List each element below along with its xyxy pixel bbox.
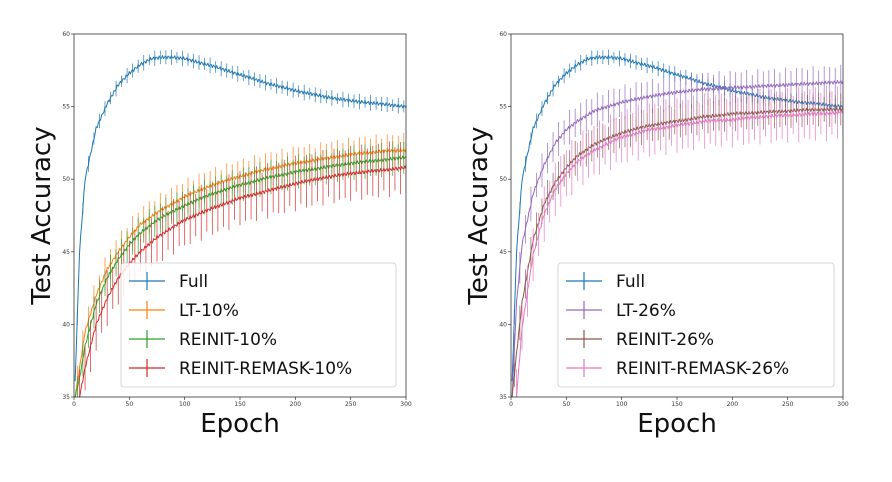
y-tick-label: 40 (62, 321, 70, 328)
series-reinit-remask-26- (516, 85, 843, 397)
y-tick-label: 35 (499, 394, 507, 401)
legend-label: Full (616, 272, 645, 292)
legend-label: REINIT-REMASK-10% (179, 359, 352, 379)
legend-label: REINIT-26% (616, 330, 714, 350)
y-tick-label: 55 (499, 104, 507, 111)
legend-box (557, 262, 835, 388)
y-tick-label: 60 (62, 31, 70, 38)
y-tick-label: 35 (62, 394, 70, 401)
series-line (79, 165, 406, 397)
x-axis-label: Epoch (200, 409, 280, 439)
series-reinit-26- (511, 92, 843, 397)
series-line (511, 79, 843, 397)
series-reinit-remask-10- (79, 141, 406, 397)
y-axis-label: Test Accuracy (464, 126, 494, 305)
series-full (74, 49, 406, 382)
x-tick-label: 150 (671, 401, 683, 408)
x-tick-label: 200 (290, 401, 302, 408)
y-tick-label: 50 (62, 176, 70, 183)
legend-label: LT-10% (179, 301, 239, 321)
y-tick-label: 45 (499, 249, 507, 256)
legend-label: LT-26% (616, 301, 676, 321)
legend-label: Full (179, 272, 208, 292)
series-line (74, 55, 406, 382)
y-tick-label: 40 (499, 321, 507, 328)
x-tick-label: 300 (837, 401, 849, 408)
x-tick-label: 0 (509, 401, 513, 408)
plot-area (511, 49, 843, 397)
x-tick-label: 250 (782, 401, 794, 408)
x-tick-label: 100 (179, 401, 191, 408)
x-tick-label: 150 (234, 401, 246, 408)
legend-label: REINIT-10% (179, 330, 277, 350)
x-axis-label: Epoch (637, 409, 717, 439)
x-tick-label: 200 (727, 401, 739, 408)
series-reinit-10- (74, 141, 406, 397)
x-tick-label: 250 (345, 401, 357, 408)
series-line (516, 110, 843, 397)
legend-box (120, 262, 397, 388)
plot-area (74, 49, 406, 397)
legend: Full LT-26% REINIT-26% REINIT-REMASK-26% (557, 262, 835, 388)
x-tick-label: 50 (563, 401, 571, 408)
y-tick-label: 60 (499, 31, 507, 38)
y-tick-label: 45 (62, 249, 70, 256)
y-tick-label: 55 (62, 104, 70, 111)
legend: Full LT-10% REINIT-10% REINIT-REMASK-10% (120, 262, 397, 388)
chart-panel-1: 0 50 100 150 200 250 300 35 40 45 50 55 60 Epoch Test … (27, 31, 412, 439)
x-tick-label: 0 (72, 401, 76, 408)
x-tick-label: 50 (126, 401, 134, 408)
legend-label: REINIT-REMASK-26% (616, 359, 789, 379)
x-tick-label: 300 (400, 401, 412, 408)
y-axis-label: Test Accuracy (27, 126, 57, 305)
y-tick-label: 50 (499, 176, 507, 183)
chart-panel-2: 0 50 100 150 200 250 300 35 40 45 50 55 60 Epoch Test … (464, 31, 849, 439)
x-tick-label: 100 (616, 401, 628, 408)
